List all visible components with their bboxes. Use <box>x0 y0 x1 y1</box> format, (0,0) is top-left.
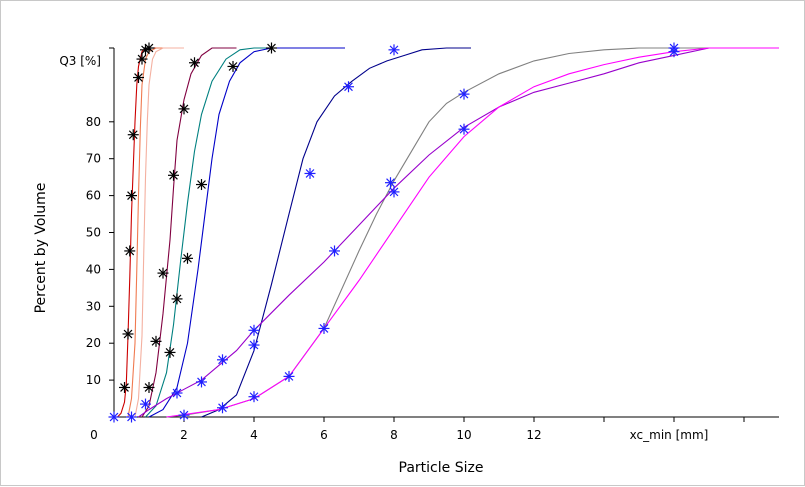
data-point <box>388 44 400 56</box>
data-point <box>124 245 136 257</box>
series-line-2 <box>127 47 170 418</box>
y-tick-label: 60 <box>86 189 101 203</box>
data-point <box>143 381 155 393</box>
data-point <box>227 60 239 72</box>
x-unit-label: xc_min [mm] <box>630 428 709 442</box>
data-point <box>318 322 330 334</box>
series-line-3 <box>134 47 184 418</box>
series-line-5 <box>145 47 272 418</box>
series-line-4 <box>141 47 237 418</box>
x-tick-label: 10 <box>456 428 471 442</box>
data-point <box>126 411 137 423</box>
data-point <box>171 387 183 399</box>
x-tick-label: 6 <box>320 428 328 442</box>
data-point <box>458 88 470 100</box>
data-point <box>140 398 151 410</box>
data-point <box>133 72 144 84</box>
tick-labels: 10 20 30 40 50 60 70 80 0 2 4 6 8 10 12 <box>86 115 542 442</box>
data-point <box>164 346 176 358</box>
data-point <box>108 411 120 423</box>
data-point <box>283 370 295 382</box>
data-point <box>150 335 162 347</box>
series-line-10 <box>166 47 779 418</box>
series-line-1 <box>117 47 156 418</box>
data-point <box>157 267 169 279</box>
data-point <box>248 324 260 336</box>
data-point <box>343 81 354 93</box>
series-lines <box>117 47 779 418</box>
data-point <box>304 167 316 179</box>
data-point <box>217 354 228 366</box>
data-point <box>136 53 148 65</box>
data-point <box>189 57 200 69</box>
data-point <box>182 252 193 264</box>
data-point <box>122 328 134 340</box>
y-tick-label: 20 <box>86 336 101 350</box>
data-point <box>196 376 207 388</box>
y-tick-label: 80 <box>86 115 101 129</box>
x-tick-label: 0 <box>90 428 98 442</box>
data-point <box>127 129 139 141</box>
y-unit-label: Q3 [%] <box>59 54 101 68</box>
data-point <box>217 402 228 414</box>
y-tick-label: 50 <box>86 226 101 240</box>
data-point <box>168 169 179 181</box>
data-point <box>668 46 680 58</box>
x-tick-label: 4 <box>250 428 258 442</box>
data-markers <box>108 42 680 423</box>
x-tick-label: 12 <box>526 428 541 442</box>
data-point <box>248 391 260 403</box>
x-tick-label: 2 <box>180 428 188 442</box>
data-point <box>385 177 396 189</box>
data-point <box>143 42 155 54</box>
data-point <box>196 179 207 191</box>
series-line-8 <box>166 47 744 418</box>
series-line-9 <box>138 47 744 418</box>
axes <box>109 47 779 422</box>
x-tick-label: 8 <box>390 428 398 442</box>
data-point <box>126 190 137 202</box>
data-point <box>178 103 190 115</box>
data-point <box>458 123 470 135</box>
y-tick-label: 70 <box>86 152 101 166</box>
data-point <box>178 409 190 421</box>
data-point <box>171 293 183 305</box>
data-point <box>388 186 400 198</box>
data-point <box>266 42 277 54</box>
data-point <box>329 245 340 257</box>
x-axis-title: Particle Size <box>399 460 484 476</box>
y-axis-title: Percent by Volume <box>33 183 49 314</box>
data-point <box>119 381 130 393</box>
y-tick-label: 40 <box>86 262 101 276</box>
series-line-6 <box>148 47 345 418</box>
data-point <box>248 339 260 351</box>
y-tick-label: 10 <box>86 373 101 387</box>
series-line-7 <box>201 47 471 418</box>
y-tick-label: 30 <box>86 299 101 313</box>
